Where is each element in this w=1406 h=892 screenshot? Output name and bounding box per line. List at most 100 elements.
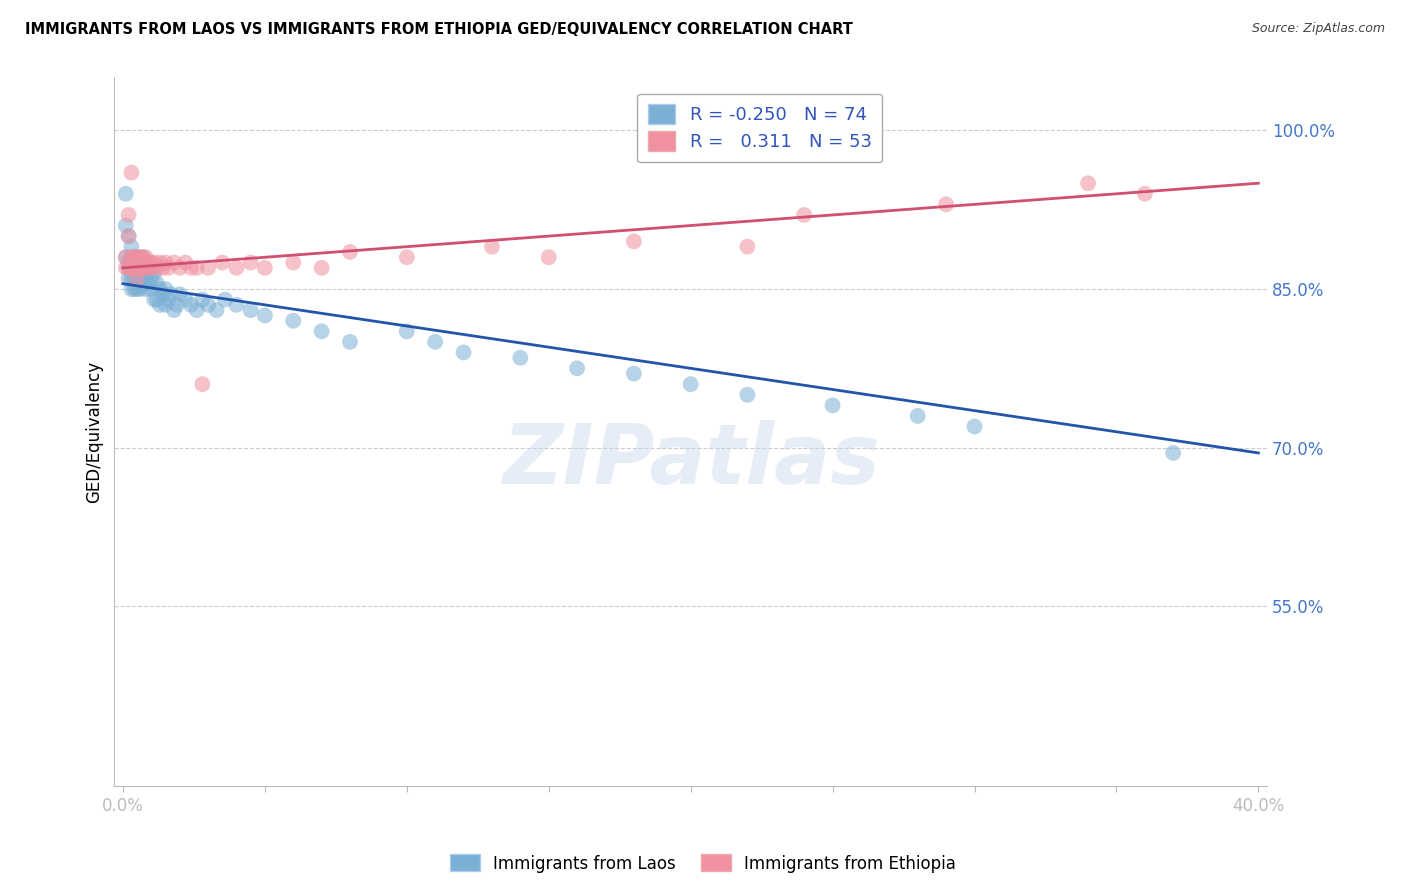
Point: [339, 244, 361, 259]
Point: [186, 303, 208, 318]
Text: ZIPatlas: ZIPatlas: [502, 419, 880, 500]
Point: [283, 314, 305, 328]
Point: [124, 250, 146, 264]
Point: [481, 240, 503, 254]
Point: [132, 250, 155, 264]
Point: [138, 255, 160, 269]
Point: [141, 255, 163, 269]
Point: [155, 298, 177, 312]
Point: [124, 271, 146, 285]
Point: [129, 260, 152, 275]
Point: [821, 398, 844, 412]
Point: [239, 303, 262, 318]
Point: [225, 260, 247, 275]
Point: [138, 266, 160, 280]
Point: [623, 235, 645, 249]
Point: [129, 282, 152, 296]
Point: [623, 367, 645, 381]
Point: [132, 260, 155, 275]
Point: [127, 271, 149, 285]
Point: [152, 260, 174, 275]
Point: [141, 260, 163, 275]
Point: [114, 250, 136, 264]
Point: [339, 334, 361, 349]
Point: [737, 240, 759, 254]
Point: [157, 260, 180, 275]
Point: [963, 419, 986, 434]
Point: [149, 282, 172, 296]
Point: [124, 260, 146, 275]
Point: [537, 250, 560, 264]
Point: [127, 250, 149, 264]
Point: [127, 260, 149, 275]
Point: [120, 271, 142, 285]
Point: [935, 197, 957, 211]
Point: [135, 282, 157, 296]
Point: [155, 255, 177, 269]
Point: [143, 255, 166, 269]
Point: [120, 250, 142, 264]
Point: [124, 282, 146, 296]
Point: [127, 260, 149, 275]
Point: [197, 298, 219, 312]
Point: [127, 255, 149, 269]
Point: [149, 255, 172, 269]
Point: [155, 282, 177, 296]
Point: [180, 298, 202, 312]
Point: [117, 229, 139, 244]
Point: [114, 260, 136, 275]
Point: [453, 345, 475, 359]
Point: [120, 240, 142, 254]
Point: [117, 271, 139, 285]
Point: [135, 250, 157, 264]
Point: [132, 250, 155, 264]
Point: [143, 266, 166, 280]
Point: [117, 229, 139, 244]
Point: [163, 255, 186, 269]
Point: [129, 260, 152, 275]
Point: [311, 260, 333, 275]
Point: [395, 324, 418, 338]
Point: [169, 260, 191, 275]
Point: [214, 293, 236, 307]
Y-axis label: GED/Equivalency: GED/Equivalency: [86, 360, 103, 503]
Point: [141, 282, 163, 296]
Point: [197, 260, 219, 275]
Point: [146, 260, 169, 275]
Point: [907, 409, 929, 423]
Point: [149, 298, 172, 312]
Point: [120, 166, 142, 180]
Point: [180, 260, 202, 275]
Point: [169, 287, 191, 301]
Point: [117, 260, 139, 275]
Point: [793, 208, 815, 222]
Point: [127, 271, 149, 285]
Point: [152, 287, 174, 301]
Point: [160, 287, 183, 301]
Point: [114, 250, 136, 264]
Point: [174, 255, 197, 269]
Point: [395, 250, 418, 264]
Point: [124, 260, 146, 275]
Point: [135, 260, 157, 275]
Point: [120, 282, 142, 296]
Point: [132, 277, 155, 291]
Point: [225, 298, 247, 312]
Point: [509, 351, 531, 365]
Point: [129, 250, 152, 264]
Point: [138, 277, 160, 291]
Point: [135, 271, 157, 285]
Point: [124, 250, 146, 264]
Point: [114, 186, 136, 201]
Point: [117, 255, 139, 269]
Point: [186, 260, 208, 275]
Point: [679, 377, 702, 392]
Point: [114, 219, 136, 233]
Legend: R = -0.250   N = 74, R =   0.311   N = 53: R = -0.250 N = 74, R = 0.311 N = 53: [637, 94, 883, 162]
Point: [253, 309, 276, 323]
Point: [120, 250, 142, 264]
Point: [239, 255, 262, 269]
Point: [163, 303, 186, 318]
Point: [191, 377, 214, 392]
Point: [1077, 176, 1099, 190]
